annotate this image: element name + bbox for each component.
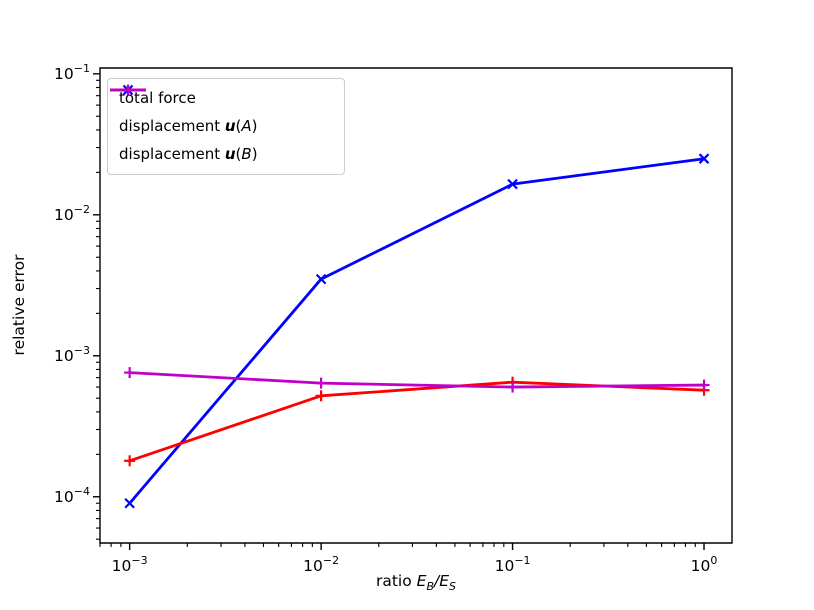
x-tick-label: 10−3 xyxy=(112,554,148,575)
legend-line-sample-+-marker-icon xyxy=(110,84,146,96)
legend: total force displacement u(A) displacement… xyxy=(107,78,345,175)
y-tick-label: 10−1 xyxy=(54,62,90,83)
plot-area-border xyxy=(99,67,733,544)
x-axis: 10−3 10−2 10−1 100 xyxy=(112,543,718,575)
legend-item: displacement u(B) xyxy=(110,84,332,166)
data-point-marker xyxy=(698,153,710,164)
legend-label: total force xyxy=(119,89,196,107)
legend-item: displacement u(A) xyxy=(110,84,332,138)
y-tick-label: 10−2 xyxy=(54,203,90,224)
x-tick-label: 10−2 xyxy=(303,554,339,575)
series-markers-displacement-uB xyxy=(124,367,710,393)
data-point-marker xyxy=(315,273,327,285)
series-line-displacement-uB xyxy=(129,371,705,389)
series-line-total-force xyxy=(128,157,705,505)
x-axis-label: ratio EB/ES xyxy=(376,572,456,593)
y-tick-label: 10−4 xyxy=(54,485,90,506)
x-minor-ticks xyxy=(99,543,696,547)
y-tick-label: 10−3 xyxy=(54,344,90,365)
x-tick-label: 100 xyxy=(691,554,718,575)
y-minor-ticks xyxy=(96,79,100,540)
data-point-marker xyxy=(124,497,135,509)
y-axis: 10−4 10−3 10−2 10−1 xyxy=(54,62,100,506)
data-point-marker xyxy=(507,178,518,190)
series-line-displacement-uA xyxy=(129,380,705,463)
x-tick-label: 10−1 xyxy=(495,554,531,575)
y-axis-label: relative error xyxy=(10,254,28,356)
legend-item: total force xyxy=(110,84,332,110)
series-markers-total-force xyxy=(124,153,710,509)
legend-label: displacement u(B) xyxy=(119,145,258,163)
legend-label: displacement u(A) xyxy=(119,117,258,135)
